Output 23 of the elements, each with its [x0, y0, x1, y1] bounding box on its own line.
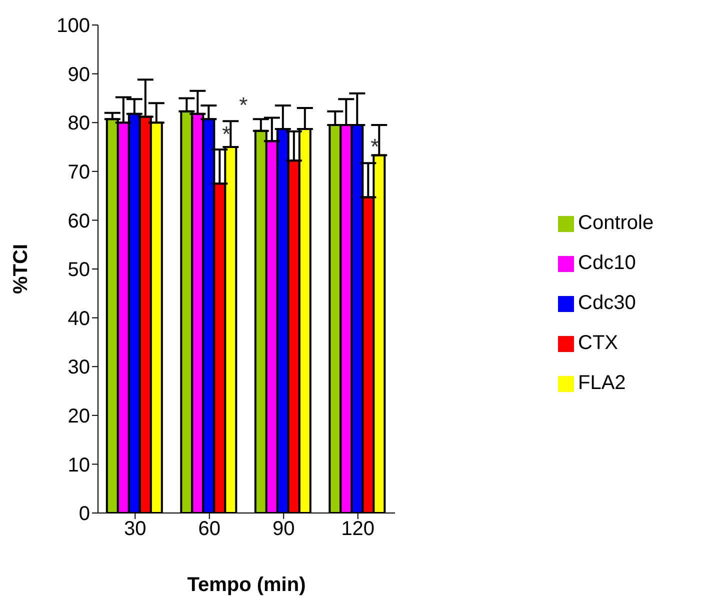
y-tick-label: 20: [68, 406, 90, 428]
legend-label: Cdc30: [578, 292, 636, 314]
x-tick-label: 30: [124, 518, 146, 540]
legend-label: CTX: [578, 332, 618, 354]
y-tick-label: 10: [68, 454, 90, 476]
x-tick-label: 90: [272, 518, 295, 540]
x-axis-title: Tempo (min): [187, 574, 306, 596]
y-tick-label: 80: [68, 112, 90, 135]
y-tick-label: 90: [68, 64, 90, 86]
y-axis-title: %TCI: [10, 244, 32, 294]
legend-label: FLA2: [578, 372, 626, 394]
legend-label: Controle: [578, 212, 654, 234]
y-tick-label: 30: [68, 356, 90, 379]
y-tick-label: 60: [68, 210, 90, 232]
legend-label: Cdc10: [578, 252, 636, 274]
x-tick-label: 120: [341, 518, 375, 540]
y-tick-label: 0: [78, 503, 90, 526]
x-tick-label: 60: [198, 518, 220, 540]
annotation: *: [239, 92, 248, 118]
y-tick-label: 70: [68, 162, 90, 184]
y-tick-label: 100: [56, 15, 90, 38]
y-tick-label: 50: [68, 259, 90, 282]
y-tick-label: 40: [68, 308, 90, 330]
